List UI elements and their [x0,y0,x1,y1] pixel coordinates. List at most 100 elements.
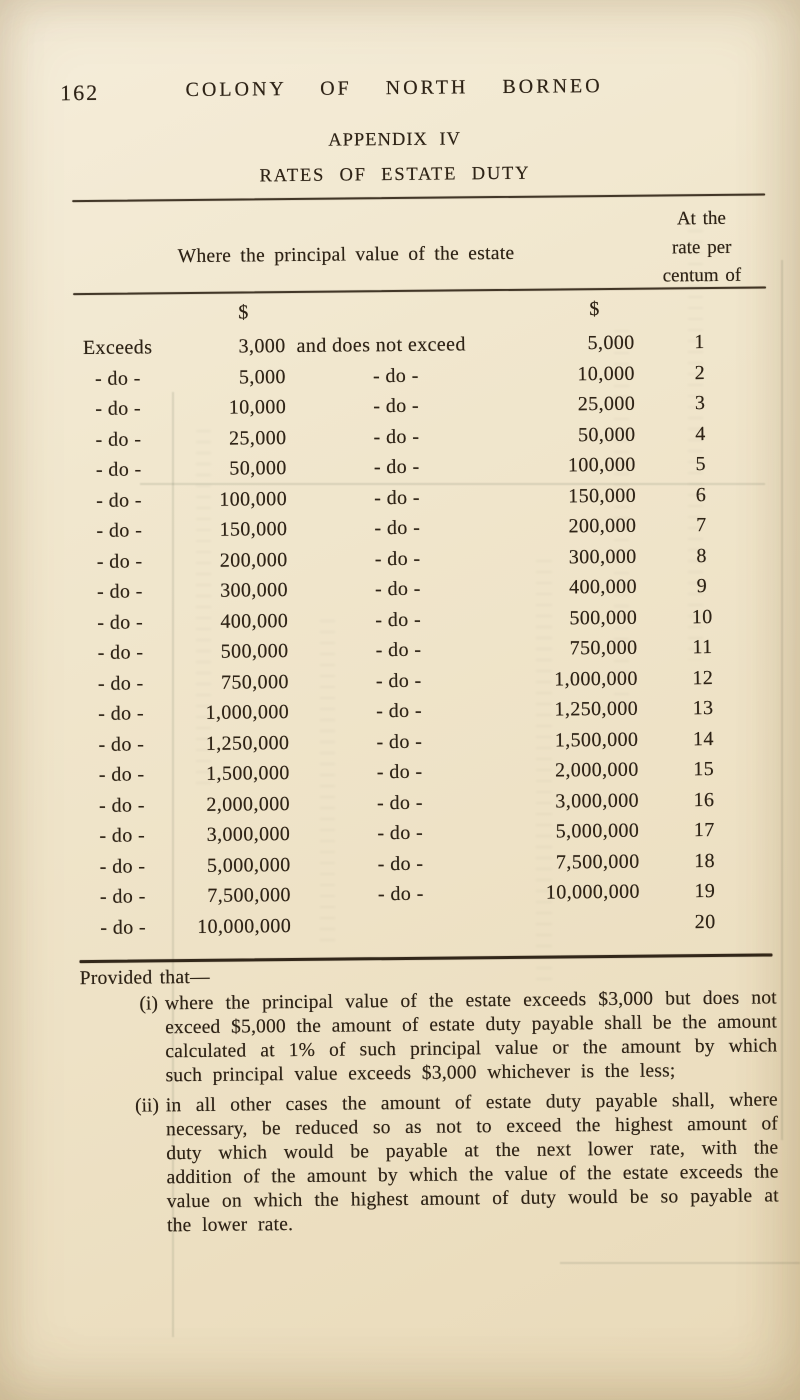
row-lower-bound: 5,000,000 [206,853,291,877]
row-rate: 20 [694,910,716,933]
page-title: RATES OF ESTATE DUTY [259,163,531,187]
row-connector: - do - [376,699,423,723]
row-rate: 17 [693,818,715,842]
row-lower-bound: 300,000 [220,579,289,602]
proviso-intro: Provided that— [79,966,210,990]
row-rate: 18 [694,849,716,872]
running-header: COLONY OF NORTH BORNEO [185,75,603,102]
proviso-item: (ii) in all other cases the amount of es… [81,1088,779,1239]
row-rate: 11 [692,635,713,659]
row-lower-bound: 25,000 [228,426,287,450]
row-upper-bound: 50,000 [577,423,636,446]
row-lower-bound: 3,000,000 [206,823,291,846]
row-rate: 9 [696,575,708,598]
row-rate: 2 [694,361,706,384]
row-rate: 14 [692,727,714,750]
row-connector: - do - [372,364,419,387]
row-condition: - do - [97,671,144,695]
row-connector: - do - [374,547,421,570]
row-lower-bound: 7,500,000 [207,884,291,907]
row-condition: - do - [96,488,143,512]
row-upper-bound: 5,000 [587,331,635,355]
row-connector: - do - [376,730,423,753]
row-condition: - do - [94,366,141,390]
row-upper-bound: 750,000 [569,636,638,660]
table-header-principal-value: Where the principal value of the estate [177,242,515,268]
row-condition: - do - [98,763,145,786]
row-connector: - do - [377,882,424,906]
row-connector: - do - [377,852,424,875]
row-rate: 15 [693,757,715,781]
row-upper-bound: 1,500,000 [554,728,639,752]
proviso-items: (i) where the principal value of the est… [80,986,779,1239]
table-row: - do - 10,000,000 20 [79,906,772,943]
row-condition: - do - [97,641,144,664]
currency-symbol-upper-column: $ [589,298,600,321]
row-lower-bound: 2,000,000 [206,792,291,816]
row-condition: - do - [96,519,143,542]
proviso-item-text: in all other cases the amount of estate … [165,1089,779,1237]
row-lower-bound: 100,000 [219,487,288,511]
row-upper-bound: 300,000 [568,545,637,568]
row-condition: - do - [95,397,142,420]
row-condition: - do - [98,732,145,756]
row-condition: Exceeds [82,336,153,360]
row-upper-bound: 10,000 [577,362,635,385]
row-upper-bound: 3,000,000 [555,789,640,813]
row-upper-bound: 10,000,000 [545,880,640,904]
row-connector: - do - [376,760,423,784]
row-upper-bound: 2,000,000 [554,758,639,782]
row-rate: 12 [692,666,714,689]
row-upper-bound: 150,000 [568,484,637,507]
row-connector: - do - [374,516,421,540]
row-upper-bound: 7,500,000 [555,850,640,874]
row-rate: 19 [694,879,716,903]
row-connector: - do - [377,791,423,814]
table-header-rate-line: At the [676,207,726,230]
row-lower-bound: 400,000 [220,609,289,633]
row-rate: 13 [692,696,714,720]
row-condition: - do - [99,824,146,847]
row-rate: 10 [691,605,713,628]
row-condition: - do - [99,854,146,878]
row-lower-bound: 1,250,000 [205,731,290,755]
row-connector: and does not exceed [296,333,466,357]
table-rows: Exceeds 3,000 and does not exceed 5,000 … [73,326,772,943]
row-upper-bound: 100,000 [567,453,636,477]
row-condition: - do - [99,885,146,908]
proviso-section: Provided that— (i) where the principal v… [80,959,780,1239]
row-condition: - do - [99,793,145,817]
row-rate: 1 [694,331,705,354]
row-upper-bound: 25,000 [577,392,636,416]
proviso-item-label: (i) [139,993,159,1015]
row-lower-bound: 1,500,000 [205,762,290,785]
row-rate: 8 [696,544,707,567]
table-header-rate: At the rate per centum of [636,204,767,291]
table-header-rate-line: rate per [671,236,732,258]
row-lower-bound: 3,000 [238,335,286,358]
row-upper-bound: 1,250,000 [554,697,639,721]
row-connector: - do - [375,638,422,662]
row-lower-bound: 50,000 [229,457,287,480]
row-lower-bound: 1,000,000 [205,701,290,724]
row-lower-bound: 10,000 [228,396,287,419]
currency-symbol-lower-column: $ [238,301,249,324]
row-lower-bound: 200,000 [219,548,288,572]
row-rate: 4 [695,422,706,445]
proviso-item-label: (ii) [134,1095,159,1117]
row-connector: - do - [373,394,420,418]
row-connector: - do - [377,821,424,845]
estate-duty-table: Where the principal value of the estate … [72,193,773,966]
row-lower-bound: 5,000 [238,365,286,389]
row-condition: - do - [95,458,142,481]
row-connector: - do - [373,455,420,479]
row-upper-bound: 5,000,000 [555,819,640,843]
appendix-title: APPENDIX IV [328,129,462,151]
row-rate: 3 [694,392,706,415]
row-rate: 7 [696,514,707,537]
row-condition: - do - [96,549,143,573]
row-upper-bound: 500,000 [569,606,638,629]
row-condition: - do - [96,580,143,603]
